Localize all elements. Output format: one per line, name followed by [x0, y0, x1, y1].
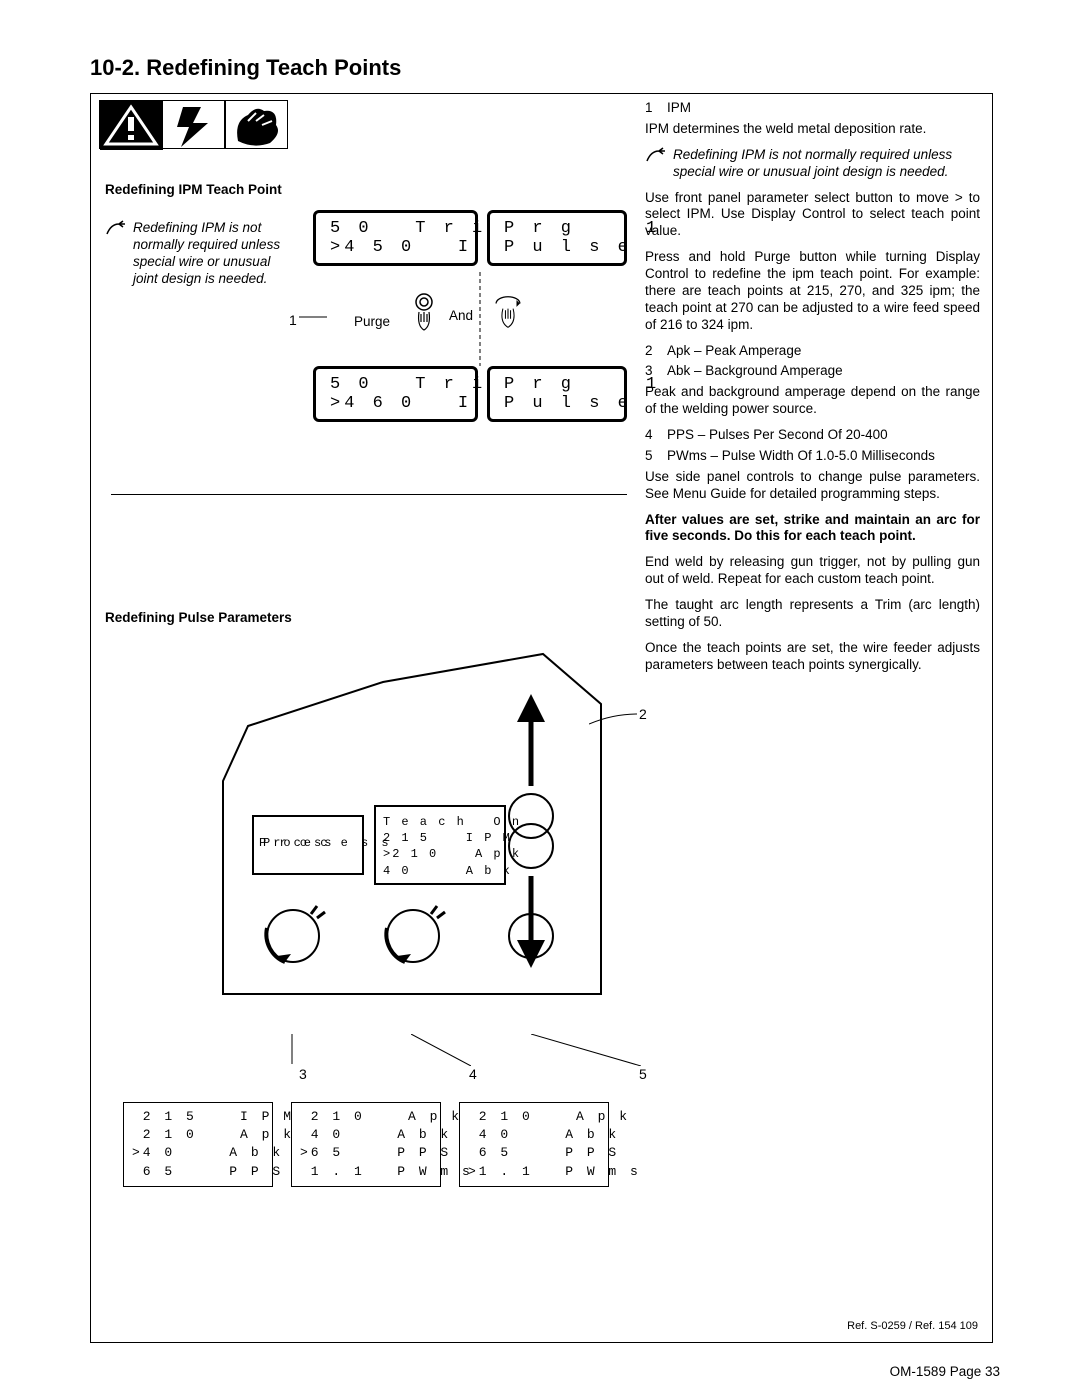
callout-2-line	[589, 712, 637, 726]
separator-line	[111, 494, 627, 495]
note-block-1: Redefining IPM is not normally required …	[105, 220, 293, 288]
process-box-text: P r o c e s s	[259, 836, 392, 850]
callout-3-line	[291, 1034, 293, 1064]
note-icon	[645, 147, 667, 165]
and-label: And	[449, 308, 473, 323]
p8: The taught arc length represents a Trim …	[645, 597, 980, 631]
p5: Use side panel controls to change pulse …	[645, 469, 980, 503]
callout-4: 4	[469, 1066, 477, 1082]
dash-line	[479, 272, 481, 366]
callout-5: 5	[639, 1066, 647, 1082]
p4: Peak and background amperage depend on t…	[645, 384, 980, 418]
callout-3: 3	[299, 1066, 307, 1082]
display-top-left: 5 0 T r i m >4 5 0 I P M	[313, 210, 478, 266]
heading-ipm: Redefining IPM Teach Point	[105, 182, 282, 197]
warning-triangle-icon	[99, 100, 162, 149]
warning-strip	[99, 100, 288, 149]
heading-pulse: Redefining Pulse Parameters	[105, 610, 292, 625]
p2: Use front panel parameter select button …	[645, 190, 980, 241]
callout-1-line	[299, 316, 327, 318]
mini-table-4: 2 1 0 A p k 4 0 A b k >6 5 P P S 1 . 1 P…	[291, 1102, 441, 1187]
callout-4-line	[411, 1034, 471, 1066]
dial-turn-icon	[491, 292, 525, 332]
right-column: 1IPM IPM determines the weld metal depos…	[645, 100, 980, 683]
warning-hand-icon	[225, 100, 288, 149]
warning-shock-icon	[162, 100, 225, 149]
callout-2: 2	[639, 706, 647, 722]
page-footer: OM-1589 Page 33	[890, 1364, 1000, 1379]
p6: After values are set, strike and maintai…	[645, 512, 980, 546]
p3: Press and hold Purge button while turnin…	[645, 249, 980, 333]
p9: Once the teach points are set, the wire …	[645, 640, 980, 674]
mini-table-3: 2 1 5 I P M 2 1 0 A p k >4 0 A b k 6 5 P…	[123, 1102, 273, 1187]
display-top-right: P r g 1 P u l s e	[487, 210, 627, 266]
note-icon	[105, 220, 127, 238]
purge-button-icon	[407, 292, 441, 332]
section-title: 10-2. Redefining Teach Points	[90, 55, 1000, 81]
content-frame: Redefining IPM Teach Point Redefining IP…	[90, 93, 993, 1343]
display-bot-right: P r g 1 P u l s e	[487, 366, 627, 422]
mini-table-5: 2 1 0 A p k 4 0 A b k 6 5 P P S >1 . 1 P…	[459, 1102, 609, 1187]
ref-line: Ref. S-0259 / Ref. 154 109	[847, 1320, 978, 1332]
p7: End weld by releasing gun trigger, not b…	[645, 554, 980, 588]
p-ipm-desc: IPM determines the weld metal deposition…	[645, 121, 980, 138]
teach-box-text: T e a c h O n 2 1 5 I P M >2 1 0 A p k 4…	[383, 814, 521, 879]
note-text-1: Redefining IPM is not normally required …	[133, 220, 293, 288]
callout-1: 1	[289, 312, 297, 328]
display-bot-left: 5 0 T r i m >4 6 0 I P M	[313, 366, 478, 422]
right-note: Redefining IPM is not normally required …	[673, 147, 980, 181]
callout-5-line	[531, 1034, 641, 1066]
purge-label: Purge	[347, 314, 397, 329]
